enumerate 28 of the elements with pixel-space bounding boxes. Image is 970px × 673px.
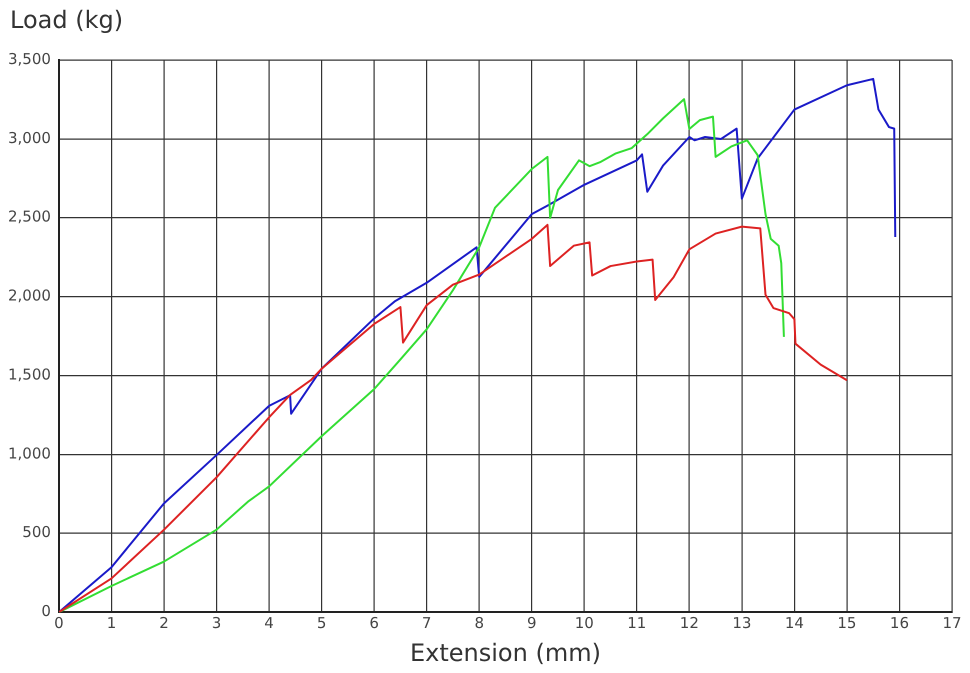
x-tick-label: 2 — [159, 614, 169, 632]
x-tick-label: 11 — [627, 614, 646, 632]
x-tick-label: 5 — [316, 614, 326, 632]
x-tick-label: 15 — [837, 614, 856, 632]
x-tick-label: 0 — [54, 614, 64, 632]
y-tick-label: 0 — [41, 602, 51, 620]
y-tick-label: 3,000 — [8, 128, 51, 147]
x-tick-label: 8 — [474, 614, 484, 632]
x-tick-label: 13 — [732, 614, 752, 632]
x-tick-label: 16 — [890, 614, 910, 632]
x-tick-label: 17 — [942, 614, 962, 632]
x-tick-label: 6 — [369, 614, 379, 632]
x-tick-label: 1 — [106, 614, 116, 632]
y-tick-label: 3,500 — [8, 50, 51, 68]
y-tick-label: 1,000 — [8, 444, 51, 462]
x-tick-label: 3 — [212, 614, 222, 632]
x-axis-title: Extension (mm) — [410, 638, 601, 667]
x-tick-label: 10 — [574, 614, 594, 632]
y-tick-label: 2,000 — [8, 286, 51, 305]
y-tick-label: 500 — [22, 523, 51, 542]
x-tick-label: 14 — [784, 614, 804, 632]
y-tick-label: 2,500 — [8, 208, 51, 226]
x-tick-label: 12 — [680, 614, 699, 632]
y-tick-label: 1,500 — [8, 365, 51, 384]
x-tick-label: 7 — [422, 614, 432, 632]
x-tick-label: 9 — [526, 614, 537, 632]
y-axis-title: Load (kg) — [10, 6, 124, 34]
x-tick-label: 4 — [264, 614, 274, 632]
